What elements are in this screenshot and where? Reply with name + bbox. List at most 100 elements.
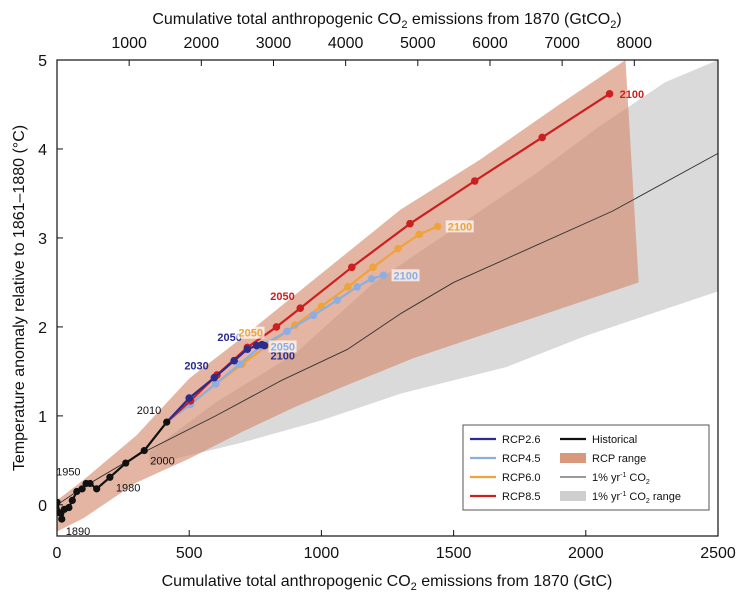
top-axis-title-part: emissions from 1870 (GtCO — [407, 11, 610, 28]
x-axis-title-part: Cumulative total anthropogenic CO — [162, 573, 411, 590]
x-tick-label: 2000 — [568, 545, 604, 562]
year-label: 2100 — [620, 89, 644, 101]
data-point-rcp2-6 — [185, 394, 193, 402]
data-point-rcp4-5 — [353, 283, 361, 291]
year-label: 1980 — [116, 482, 140, 494]
data-point-rcp4-5 — [379, 271, 388, 280]
top-axis-title-part: ) — [616, 11, 621, 28]
data-point-historical — [58, 515, 66, 523]
data-point-rcp4-5 — [283, 327, 291, 336]
data-point-rcp8-5 — [272, 323, 281, 331]
year-label: 2050 — [271, 341, 295, 353]
data-point-rcp8-5 — [538, 133, 546, 142]
year-label: 2050 — [239, 328, 263, 340]
x-axis-title-part: emissions from 1870 (GtC) — [417, 573, 613, 590]
top-tick-label: 1000 — [111, 35, 147, 52]
year-label-bg — [268, 340, 297, 353]
series-line-1-yr-1-co2 — [57, 153, 718, 506]
x-tick-label: 1000 — [304, 545, 340, 562]
year-label: 2100 — [448, 221, 472, 233]
data-point-rcp4-5 — [333, 296, 342, 305]
legend-label-part: 1% yr — [592, 472, 620, 484]
data-point-rcp8-5 — [348, 263, 356, 272]
year-label: 2030 — [184, 361, 208, 373]
data-point-rcp8-5 — [470, 177, 479, 185]
year-label-bg — [391, 269, 420, 282]
top-axis-title-sub: 2 — [610, 19, 616, 31]
x-axis-title: Cumulative total anthropogenic CO2 emiss… — [162, 573, 613, 593]
data-point-rcp8-5 — [296, 304, 305, 313]
y-tick-label: 5 — [38, 53, 47, 70]
data-point-rcp6-0 — [415, 230, 424, 239]
x-tick-label: 500 — [176, 545, 203, 562]
top-tick-label: 3000 — [256, 35, 292, 52]
data-point-historical — [122, 459, 130, 467]
top-tick-label: 4000 — [328, 35, 364, 52]
top-tick-label: 8000 — [616, 35, 652, 52]
data-point-rcp8-5 — [605, 90, 614, 98]
legend-label-part: range — [650, 491, 681, 503]
top-tick-label: 2000 — [184, 35, 220, 52]
x-axis-title-sub: 2 — [411, 581, 417, 593]
x-tick-label: 1500 — [436, 545, 472, 562]
legend-label-part: -1 — [620, 491, 626, 498]
data-point-historical — [86, 479, 94, 488]
data-point-rcp4-5 — [367, 275, 376, 283]
top-axis-title-sub: 2 — [401, 19, 407, 31]
legend: RCP2.6 RCP4.5 RCP6.0 RCP8.5 Historical RCP r… — [462, 424, 710, 511]
legend-swatch-patch — [560, 491, 586, 501]
data-point-rcp2-6 — [210, 373, 219, 382]
y-tick-label: 4 — [38, 142, 47, 159]
data-point-historical — [65, 503, 73, 512]
legend-label: Historical — [592, 434, 637, 446]
data-point-rcp2-6 — [243, 345, 252, 353]
y-tick-label: 0 — [38, 498, 47, 515]
top-tick-label: 5000 — [400, 35, 436, 52]
data-point-rcp2-6 — [230, 356, 238, 365]
legend-label: 1% yr-1 CO2 — [592, 472, 650, 486]
year-label: 2000 — [150, 456, 174, 468]
year-label: 1890 — [66, 526, 90, 538]
data-point-rcp8-5 — [406, 219, 414, 228]
year-label-bg — [445, 220, 474, 233]
y-tick-label: 1 — [38, 409, 47, 426]
legend-swatch-patch — [560, 453, 586, 463]
data-point-rcp6-0 — [369, 263, 377, 272]
top-tick-label: 6000 — [472, 35, 508, 52]
legend-label: RCP2.6 — [502, 434, 541, 446]
plot-frame — [56, 59, 719, 537]
year-label: 1950 — [56, 467, 80, 479]
data-point-historical — [106, 473, 114, 481]
legend-label-part: CO — [626, 491, 646, 503]
legend-label: RCP range — [592, 453, 646, 465]
legend-label-part: 2 — [646, 479, 650, 486]
year-label: 2050 — [217, 332, 241, 344]
legend-label-part: 1% yr — [592, 491, 620, 503]
y-axis-title: Temperature anomaly relative to 1861–188… — [11, 125, 28, 471]
year-label: 2100 — [394, 270, 418, 282]
data-point-rcp6-0 — [394, 244, 402, 253]
year-label-bg — [236, 326, 265, 339]
rcp-range-band — [57, 60, 639, 532]
legend-label-part: CO — [626, 472, 646, 484]
top-axis-title-part: Cumulative total anthropogenic CO — [152, 11, 401, 28]
data-point-rcp2-6 — [260, 341, 269, 350]
data-point-historical — [93, 485, 101, 493]
x-tick-label: 0 — [53, 545, 62, 562]
data-point-rcp6-0 — [433, 222, 442, 231]
top-axis-title: Cumulative total anthropogenic CO2 emiss… — [152, 11, 621, 31]
legend-label-part: 2 — [646, 498, 650, 505]
year-label: 2050 — [270, 291, 294, 303]
y-tick-label: 3 — [38, 231, 47, 248]
data-point-historical — [163, 418, 171, 426]
year-label: 2010 — [137, 405, 161, 417]
legend-label-part: -1 — [620, 472, 626, 479]
x-tick-label: 2500 — [700, 545, 736, 562]
legend-label: 1% yr-1 CO2 range — [592, 491, 681, 505]
top-tick-label: 7000 — [544, 35, 580, 52]
y-tick-label: 2 — [38, 320, 47, 337]
data-point-historical — [140, 446, 148, 455]
legend-label: RCP8.5 — [502, 491, 541, 503]
year-label: 2100 — [271, 351, 295, 363]
